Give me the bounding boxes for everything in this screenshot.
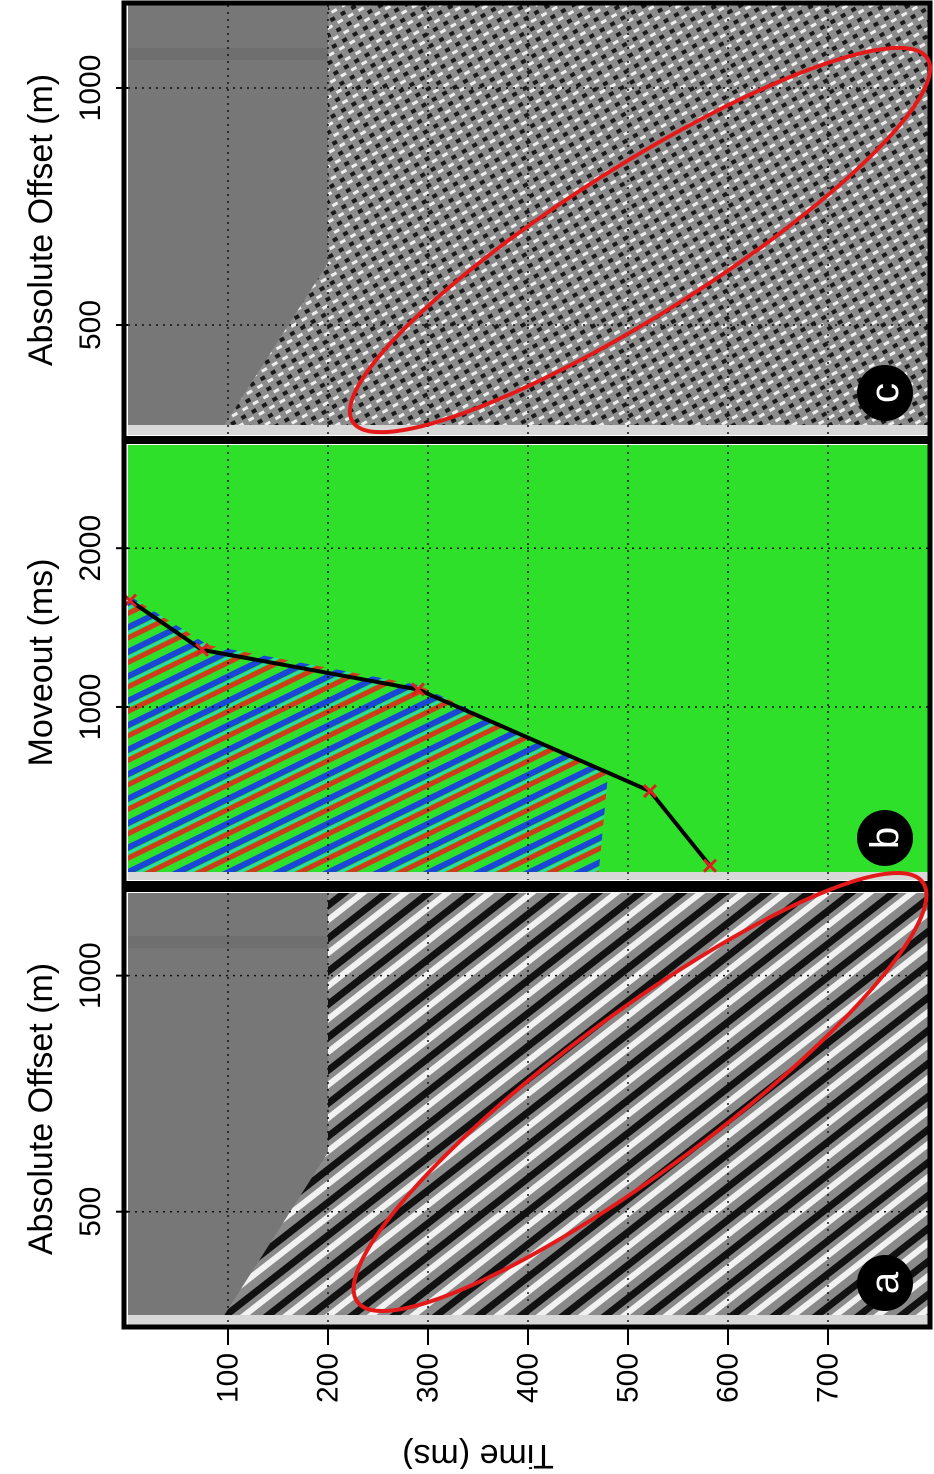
pick-marker	[702, 858, 718, 873]
panel-badge	[857, 810, 913, 866]
x-tick-label: 100	[212, 1353, 245, 1403]
pick-marker	[194, 642, 210, 657]
highlight-ellipse	[351, 870, 929, 1314]
x-tick-label: 700	[812, 1353, 845, 1403]
near-trace	[128, 425, 928, 435]
panel-label: b	[863, 827, 907, 849]
x-tick-label: 500	[612, 1353, 645, 1403]
x-tick-label: 200	[312, 1353, 345, 1403]
panel-label: c	[863, 383, 907, 403]
y-tick-label: 1000	[74, 674, 107, 741]
pick-marker	[410, 682, 426, 697]
y-axis-label: Absolute Offset (m)	[22, 963, 60, 1255]
highlight-ellipse	[347, 45, 933, 435]
x-tick-label: 600	[712, 1353, 745, 1403]
seismic-texture	[218, 893, 928, 1325]
y-tick-label: 1000	[74, 942, 107, 1009]
panel-badge	[857, 365, 913, 421]
panel-label: a	[863, 1271, 907, 1294]
near-trace	[128, 872, 928, 880]
panel-badge	[857, 1255, 913, 1311]
pick-marker	[642, 784, 658, 799]
panel-separator	[122, 881, 932, 892]
y-tick-label: 500	[74, 1187, 107, 1237]
y-axis-label: Absolute Offset (m)	[22, 74, 60, 366]
panels: 500 1000 Absolute Offset (m) a 1000 2000 Moveo…	[22, 0, 933, 1403]
y-tick-label: 1000	[74, 55, 107, 122]
seismic-texture	[218, 5, 928, 435]
x-tick-label: 400	[512, 1353, 545, 1403]
x-axis-label: Time (ms)	[402, 1437, 554, 1469]
semblance-texture	[128, 595, 608, 880]
panel-separator	[122, 436, 932, 444]
y-tick-label: 500	[74, 300, 107, 350]
y-tick-label: 2000	[74, 515, 107, 582]
x-tick-label: 300	[412, 1353, 445, 1403]
y-axis-label: Moveout (ms)	[22, 559, 60, 767]
